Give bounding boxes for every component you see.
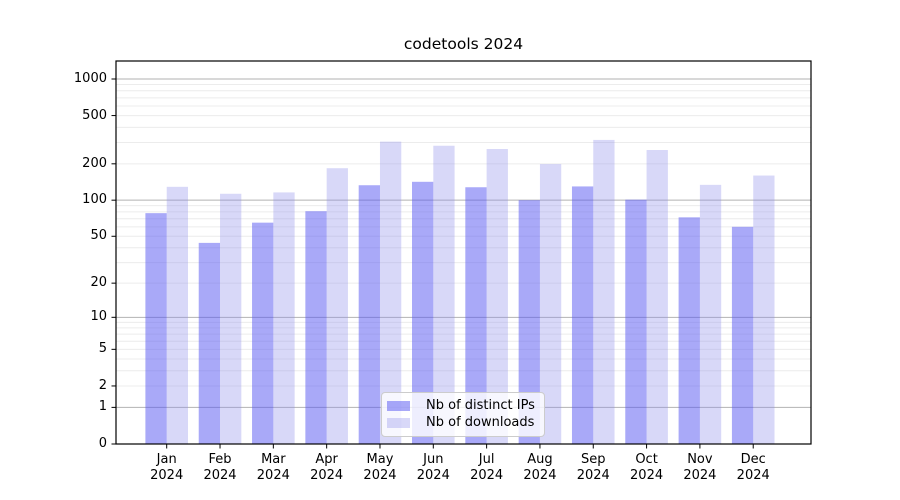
x-tick-label: Nov 2024 <box>683 452 717 483</box>
y-tick-label: 20 <box>90 275 107 291</box>
bar-distinct-ips <box>145 213 167 444</box>
bar-downloads <box>486 149 508 444</box>
y-tick-label: 500 <box>82 107 107 123</box>
bar-downloads <box>593 139 615 444</box>
y-tick-label: 10 <box>90 309 107 325</box>
legend-label-downloads: Nb of downloads <box>426 415 535 430</box>
y-tick-label: 1000 <box>73 70 107 86</box>
x-tick-label: Jul 2024 <box>470 452 504 483</box>
plot-border <box>115 60 812 445</box>
bar-downloads <box>220 193 242 444</box>
x-tick-label: Mar 2024 <box>256 452 290 483</box>
x-tick-label: Dec 2024 <box>736 452 770 483</box>
bar-downloads <box>433 145 455 444</box>
bar-distinct-ips <box>625 199 647 444</box>
chart-title: codetools 2024 <box>403 35 524 53</box>
bar-downloads <box>753 175 775 445</box>
x-tick-label: Feb 2024 <box>203 452 237 483</box>
bar-downloads <box>646 150 668 444</box>
bar-distinct-ips <box>731 226 754 444</box>
bar-downloads <box>273 192 295 444</box>
y-tick-label: 0 <box>98 436 107 451</box>
legend-swatch-downloads <box>387 418 410 428</box>
bar-distinct-ips <box>198 242 221 444</box>
bar-downloads <box>326 168 348 445</box>
bar-downloads <box>539 164 562 444</box>
x-tick-label: May 2024 <box>363 452 397 483</box>
legend-swatch-distinct-ips <box>387 401 410 411</box>
bar-distinct-ips <box>305 211 327 444</box>
bar-distinct-ips <box>571 186 594 444</box>
x-tick-label: Aug 2024 <box>523 452 557 483</box>
bar-distinct-ips <box>252 222 274 444</box>
bar-distinct-ips <box>412 181 434 444</box>
x-tick-label: Sep 2024 <box>576 452 610 483</box>
y-tick-label: 2 <box>98 377 107 393</box>
legend-item-distinct-ips: Nb of distinct IPs <box>387 398 535 414</box>
y-tick-label: 100 <box>82 192 107 208</box>
y-tick-label: 50 <box>90 228 107 244</box>
bar-distinct-ips <box>358 185 380 444</box>
x-tick-label: Oct 2024 <box>630 452 664 483</box>
bar-downloads <box>166 186 188 444</box>
bar-distinct-ips <box>678 217 700 444</box>
legend-label-distinct-ips: Nb of distinct IPs <box>426 398 535 413</box>
bar-downloads <box>699 184 722 444</box>
y-tick-label: 200 <box>82 155 107 171</box>
y-tick-label: 1 <box>98 399 107 415</box>
y-tick-label: 5 <box>98 341 107 357</box>
bar-downloads <box>379 141 402 444</box>
legend-item-downloads: Nb of downloads <box>387 415 535 431</box>
legend: Nb of distinct IPs Nb of downloads <box>381 392 545 437</box>
x-tick-label: Apr 2024 <box>310 452 344 483</box>
bar-distinct-ips <box>518 200 540 444</box>
x-tick-label: Jun 2024 <box>416 452 450 483</box>
x-tick-label: Jan 2024 <box>150 452 184 483</box>
bar-distinct-ips <box>465 187 487 444</box>
